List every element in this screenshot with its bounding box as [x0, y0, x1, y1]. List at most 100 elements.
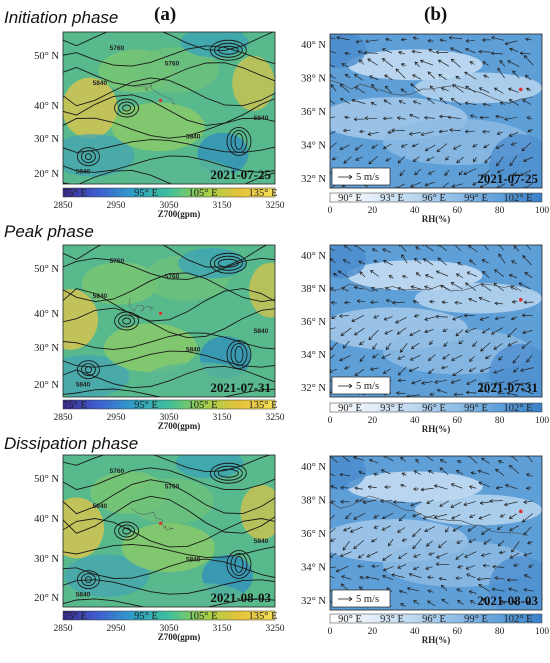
wind-vector-head — [373, 259, 378, 264]
wind-vector — [439, 39, 447, 42]
wind-vector — [354, 86, 366, 94]
wind-vector-head — [415, 272, 420, 276]
wind-vector-head — [409, 131, 413, 136]
wind-vector — [479, 316, 490, 321]
wind-vector — [436, 552, 448, 559]
wind-vector — [478, 482, 490, 488]
wind-vector — [525, 182, 533, 188]
z700-closed-contour — [80, 150, 96, 164]
wind-vector — [522, 255, 532, 266]
wind-vector — [483, 74, 489, 78]
wind-vector-head — [382, 557, 387, 561]
vector-key-box — [331, 167, 391, 186]
wind-vector-head — [428, 171, 432, 175]
z700-contour-line — [63, 518, 275, 548]
rh-colorbar-tick: 40 — [410, 627, 420, 637]
wind-vector — [381, 353, 391, 359]
wind-vector — [399, 342, 408, 353]
lat-tick-label: 50° N — [34, 474, 59, 485]
wind-vector — [438, 130, 448, 133]
wind-vector — [434, 379, 447, 383]
wind-vector-head — [501, 600, 505, 604]
wind-vector-head — [463, 171, 468, 175]
wind-vector-head — [364, 116, 369, 121]
contour-label: 5760 — [165, 273, 180, 280]
wind-vector — [388, 275, 394, 279]
contour-label: 5840 — [254, 115, 269, 122]
wind-vector — [435, 316, 448, 318]
wind-vector-head — [512, 70, 516, 75]
wind-vector-head — [367, 132, 372, 136]
wind-vector-head — [439, 97, 444, 102]
wind-vector-head — [509, 527, 513, 532]
wind-vector — [341, 575, 352, 580]
wind-vector — [498, 245, 504, 251]
z700-field: 5760 5760 5840 5840 5840 5840 — [63, 245, 275, 397]
z700-colorbar-tick: 3150 — [213, 201, 232, 211]
lat-tick-label: 32° N — [301, 596, 326, 607]
wind-vector — [510, 182, 518, 186]
wind-vector-head — [491, 36, 495, 40]
wind-vector-head — [435, 314, 439, 319]
wind-vector — [357, 553, 365, 559]
rh-colorbar-tick: 20 — [368, 206, 378, 216]
rh-colorbar-tick: 20 — [368, 416, 378, 426]
wind-vector — [342, 540, 350, 551]
wind-vector — [398, 552, 408, 559]
wind-vector-head — [396, 331, 401, 335]
wind-vector — [493, 369, 505, 374]
wind-vector-head — [359, 59, 363, 64]
wind-vector — [359, 271, 366, 278]
wind-vector — [383, 316, 393, 321]
wind-vector-head — [351, 318, 356, 322]
wind-vector — [359, 355, 366, 362]
wind-vector — [444, 169, 450, 176]
rh-date-label: 2021-08-03 — [477, 593, 538, 608]
wind-vector-head — [399, 172, 404, 177]
wind-vector — [369, 459, 379, 464]
wind-vector — [367, 58, 378, 66]
wind-vector-head — [387, 130, 392, 135]
rh-color-patch — [414, 283, 542, 314]
wind-vector-head — [367, 58, 372, 62]
wind-vector — [499, 60, 506, 67]
wind-vector — [409, 366, 419, 372]
wind-vector — [401, 254, 408, 264]
vector-key-arrow-head — [348, 383, 353, 389]
z700-closed-contour — [114, 521, 140, 541]
rh-frame — [329, 244, 543, 398]
wind-vector — [383, 368, 391, 374]
wind-vector-head — [465, 566, 470, 570]
wind-vector-head — [400, 37, 405, 42]
wind-vector-head — [340, 332, 345, 336]
wind-vector-head — [496, 162, 500, 167]
rh-colorbar: 90° E 93° E 96° E 99° E 102° E 0 20 40 60 80 100 RH… — [328, 402, 549, 434]
wind-vector — [382, 575, 394, 580]
wind-vector-head — [523, 300, 528, 305]
wind-vector-head — [496, 169, 501, 174]
wind-vector — [527, 456, 533, 463]
wind-vector-head — [439, 38, 444, 43]
wind-vector-head — [456, 588, 461, 592]
wind-vector — [330, 538, 336, 542]
wind-vector-head — [455, 576, 459, 581]
wind-vector-head — [343, 128, 347, 133]
wind-vector-head — [450, 282, 455, 286]
wind-vector — [497, 67, 505, 79]
wind-vector — [450, 282, 463, 290]
wind-vector — [330, 566, 336, 569]
wind-vector-head — [528, 564, 532, 568]
wind-vector — [343, 129, 351, 132]
lat-tick-label: 40° N — [34, 101, 59, 112]
rh-colorbar: 90° E 93° E 96° E 99° E 102° E 0 20 40 60 80 100 RH… — [328, 613, 549, 645]
wind-vector-head — [442, 328, 447, 333]
z700-colorbar: 75° E 95° E 105° E 135° E 2850 2950 3050 3150 32… — [54, 399, 285, 431]
wind-vector — [343, 527, 351, 532]
wind-vector — [330, 527, 336, 534]
lat-tick-label: 30° N — [34, 554, 59, 565]
wind-vector-head — [472, 182, 477, 186]
wind-vector — [428, 470, 434, 474]
wind-vector — [454, 245, 461, 251]
wind-vector-head — [413, 566, 417, 571]
wind-vector-head — [478, 584, 483, 588]
